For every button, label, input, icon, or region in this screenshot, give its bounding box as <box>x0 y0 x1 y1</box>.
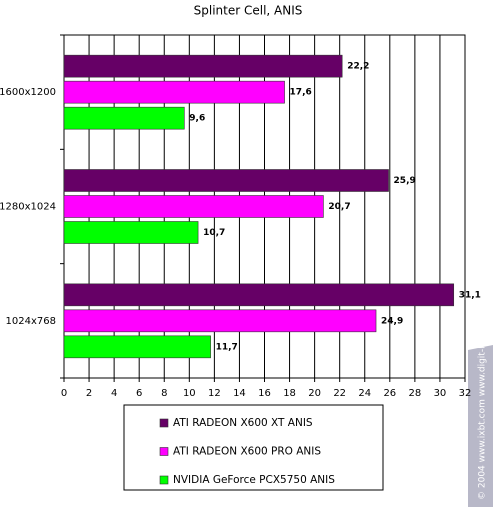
x-tick-label: 0 <box>61 388 67 399</box>
legend-label: NVIDIA GeForce PCX5750 ANIS <box>173 474 335 486</box>
x-tick-label: 26 <box>383 388 396 399</box>
y-tick-label: 1280x1024 <box>0 202 56 213</box>
bar <box>63 195 324 218</box>
value-label: 10,7 <box>203 228 225 238</box>
bar <box>63 106 185 130</box>
value-label: 31,1 <box>459 290 481 300</box>
value-label: 11,7 <box>216 342 238 352</box>
y-tick-label: 1024x768 <box>6 316 56 327</box>
y-tick-label: 1600x1200 <box>0 87 56 98</box>
x-tick-label: 32 <box>459 388 472 399</box>
bar <box>63 54 343 78</box>
value-label: 24,9 <box>381 316 403 326</box>
bar <box>63 335 211 359</box>
x-tick-label: 4 <box>111 388 117 399</box>
bar <box>63 169 389 192</box>
x-tick-label: 10 <box>183 388 196 399</box>
watermark-shape <box>468 345 493 507</box>
x-tick-label: 28 <box>409 388 422 399</box>
x-tick-label: 22 <box>333 388 346 399</box>
x-tick-label: 12 <box>208 388 221 399</box>
bar <box>63 283 455 307</box>
bar <box>63 80 285 104</box>
x-tick-label: 2 <box>86 388 92 399</box>
chart-title: Splinter Cell, ANIS <box>194 4 303 18</box>
watermark: © 2004 www.ixbt.com www.digit-life.com <box>478 313 488 500</box>
value-label: 22,2 <box>347 62 369 72</box>
bar <box>63 309 377 333</box>
x-tick-label: 6 <box>136 388 142 399</box>
x-tick-label: 24 <box>358 388 371 399</box>
x-tick-label: 8 <box>161 388 167 399</box>
value-label: 25,9 <box>394 176 416 186</box>
legend-swatch <box>159 475 169 485</box>
x-tick-label: 14 <box>233 388 246 399</box>
x-tick-label: 18 <box>283 388 296 399</box>
value-label: 17,6 <box>290 88 312 98</box>
value-label: 9,6 <box>189 114 205 124</box>
legend-label: ATI RADEON X600 XT ANIS <box>173 417 313 429</box>
x-tick-label: 16 <box>258 388 271 399</box>
legend-swatch <box>159 418 169 428</box>
value-label: 20,7 <box>328 202 350 212</box>
bar <box>63 221 199 244</box>
legend-swatch <box>159 447 169 456</box>
x-tick-label: 20 <box>308 388 321 399</box>
x-tick-label: 30 <box>434 388 447 399</box>
legend-label: ATI RADEON X600 PRO ANIS <box>173 446 321 458</box>
